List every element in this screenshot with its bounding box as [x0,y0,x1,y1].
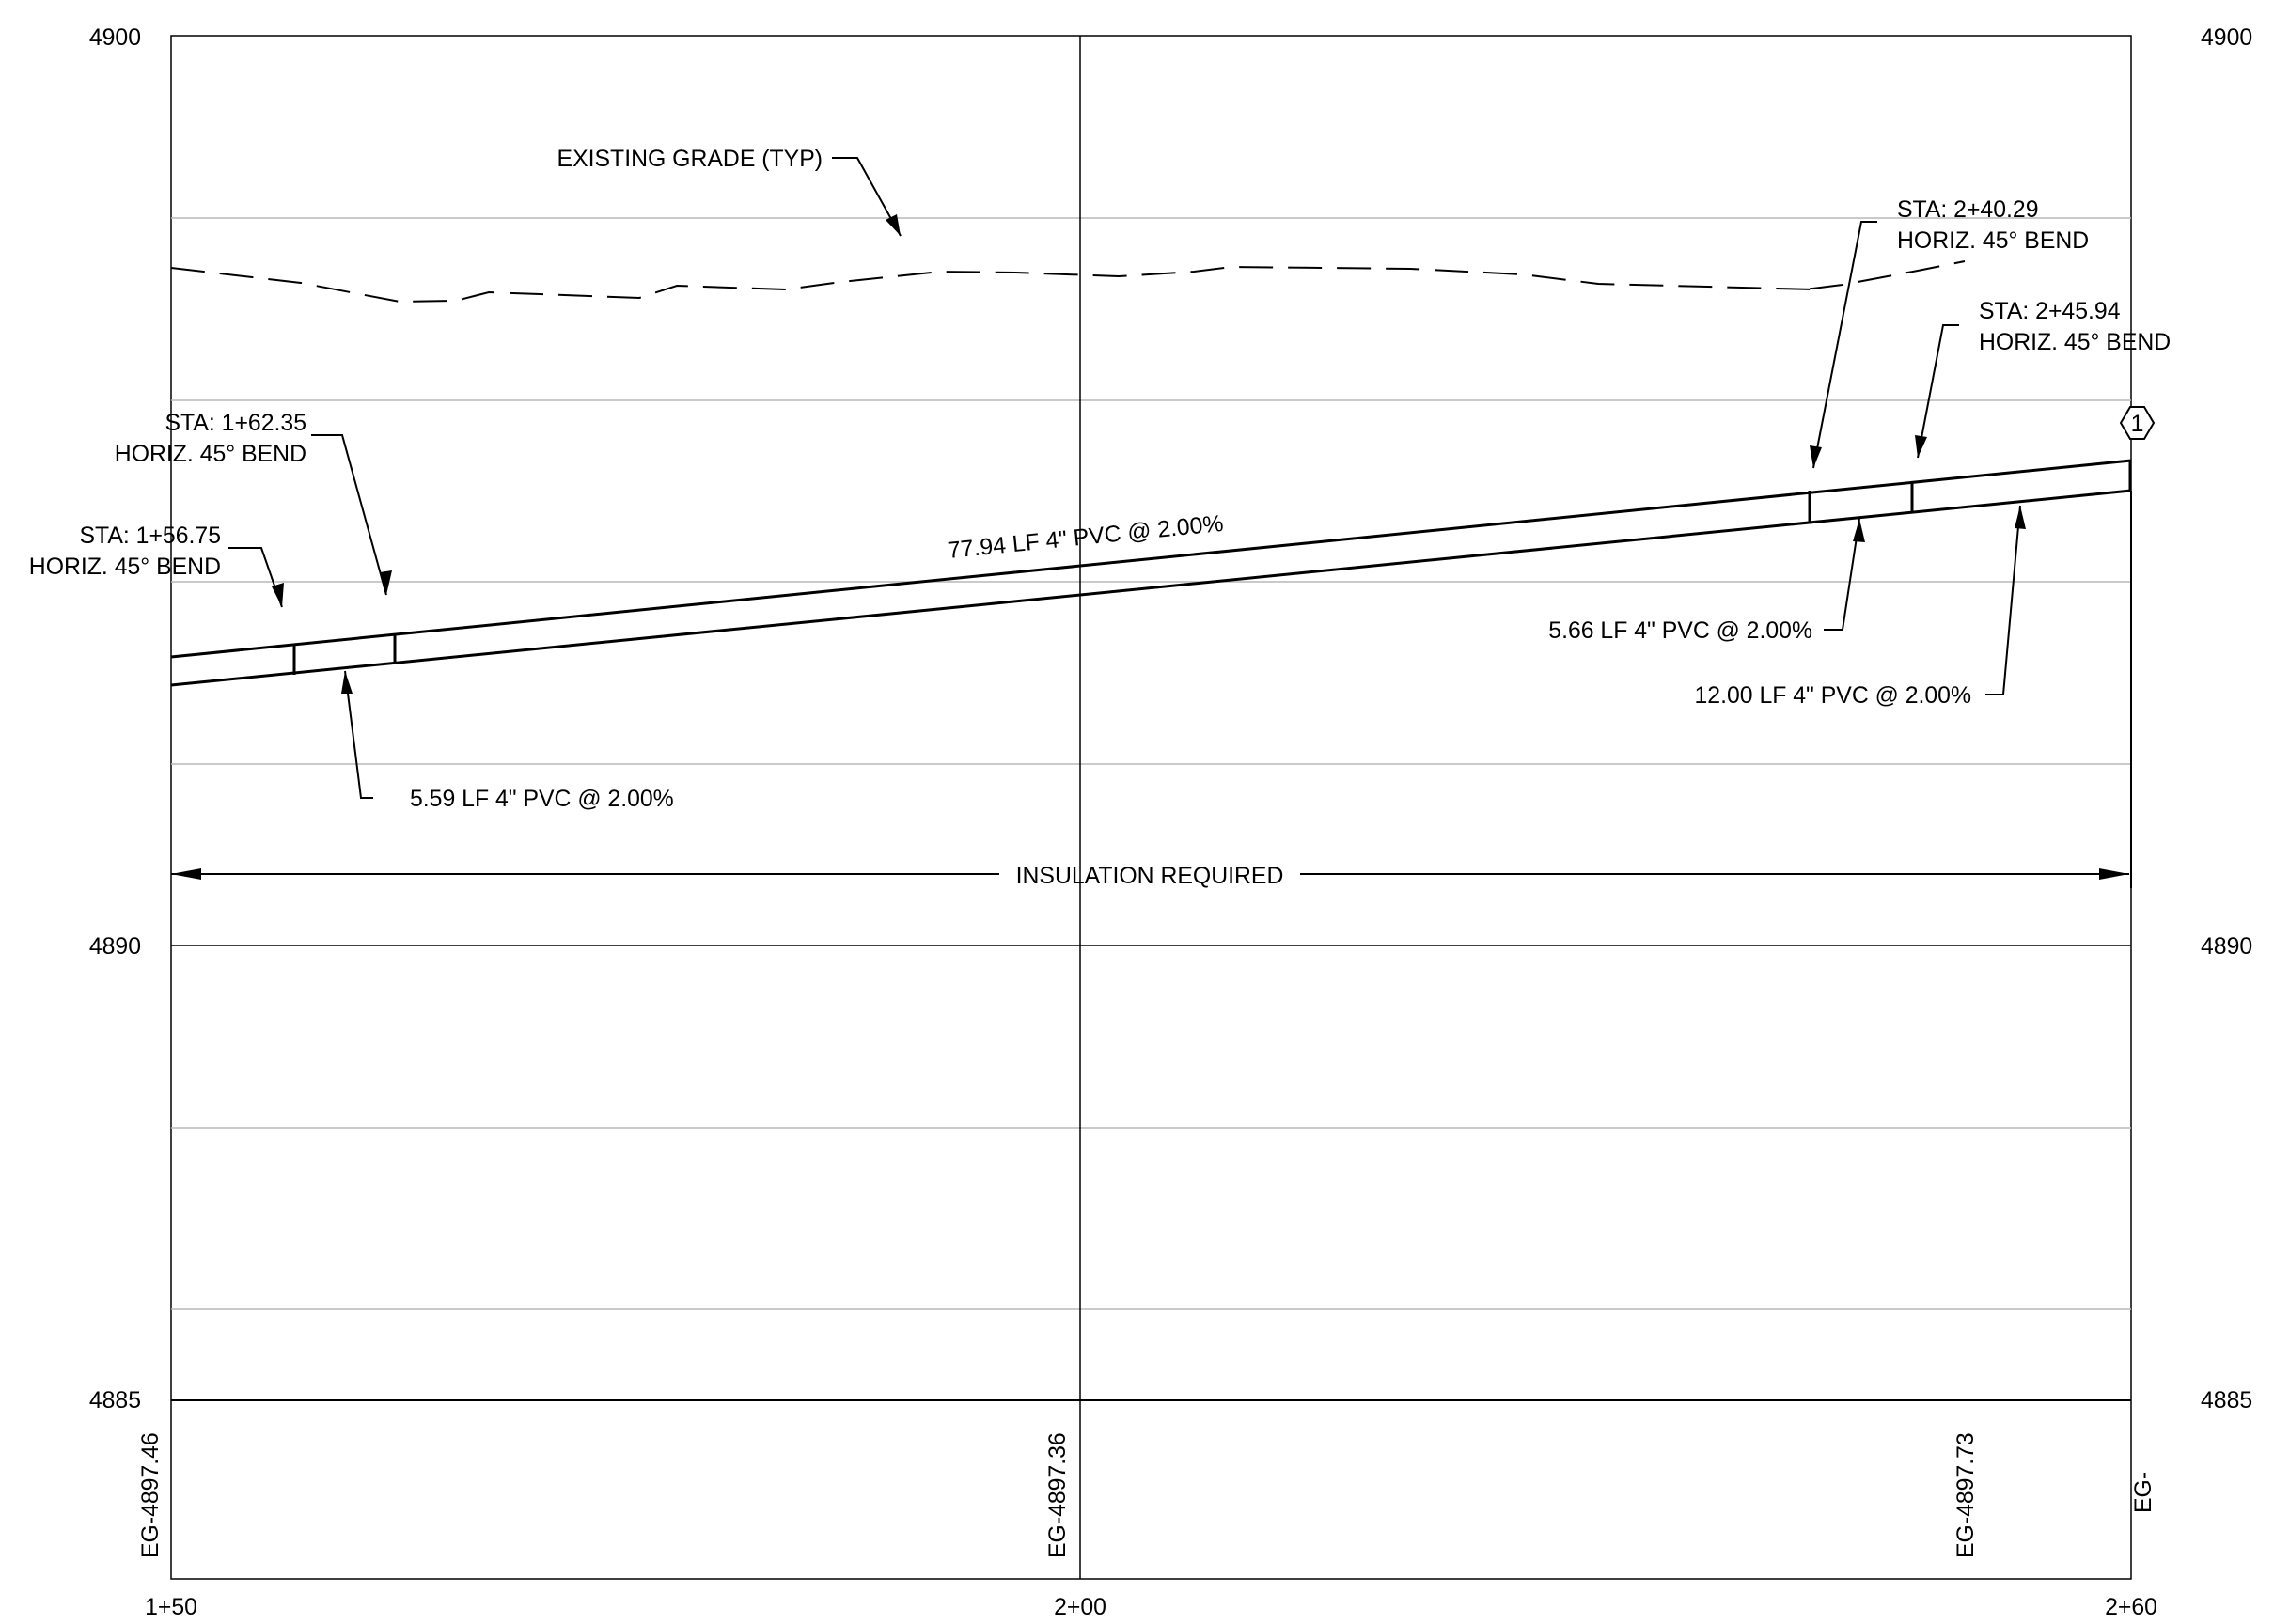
existing-grade-line [170,260,1966,304]
pipe-12-00-label: 12.00 LF 4" PVC @ 2.00% [1695,683,1972,709]
leaders [228,157,2021,799]
arrow-icon [1810,445,1822,468]
bend-2-45-sta: STA: 2+45.94 [1979,299,2121,324]
leader-bend-1-56 [228,547,283,608]
callout-hexagon: 1 [2119,406,2156,440]
arrow-icon [380,570,392,595]
bend-2-40-type: HORIZ. 45° BEND [1897,228,2089,254]
pipe-top-line [170,459,2132,659]
leader-pipe-5-66 [1824,518,1860,631]
leader-pipe-12-00 [1985,505,2021,695]
pipe-5-59-label: 5.59 LF 4" PVC @ 2.00% [410,787,674,812]
insulation-label: INSULATION REQUIRED [1016,864,1284,889]
arrow-icon [341,671,353,694]
arrow-icon [1853,519,1865,542]
eg-label-1-50: EG-4897.46 [138,1432,164,1558]
leader-bend-2-45 [1917,324,1959,459]
arrow-icon [1915,435,1927,458]
arrow-left-icon [171,868,201,880]
elev-label-4885-left: 4885 [89,1388,141,1413]
pipe-bottom-line [170,489,2132,687]
bend-1-56-sta: STA: 1+56.75 [80,523,222,549]
callout-number: 1 [2131,412,2144,437]
arrow-icon [886,214,901,236]
pipe-5-66-label: 5.66 LF 4" PVC @ 2.00% [1548,618,1812,644]
elev-label-4890-right: 4890 [2201,934,2252,960]
leader-bend-1-62 [311,434,387,596]
bend-1-62-type: HORIZ. 45° BEND [115,442,306,467]
leader-bend-2-40 [1812,221,1877,469]
arrow-icon [272,583,284,607]
station-label-1-50: 1+50 [145,1595,197,1620]
station-label-2-00: 2+00 [1054,1595,1106,1620]
elev-label-4885-right: 4885 [2201,1388,2252,1413]
leader-pipe-5-59 [344,670,373,799]
bend-2-45-type: HORIZ. 45° BEND [1979,330,2171,355]
leader-existing-grade [832,157,902,237]
leader-arrows [272,214,2026,694]
grid [170,35,2132,1580]
hexagon-icon [2119,406,2156,440]
elev-label-4900-right: 4900 [2201,25,2252,51]
insulation-dimension [171,491,2132,888]
eg-label-2-60: EG- [2131,1472,2156,1513]
bend-1-62-sta: STA: 1+62.35 [165,411,307,436]
arrow-icon [2015,506,2026,529]
existing-grade-label: EXISTING GRADE (TYP) [557,147,823,172]
eg-label-2-50: EG-4897.73 [1953,1432,1979,1558]
pipe [170,459,2132,687]
elev-label-4890-left: 4890 [89,934,141,960]
arrow-right-icon [2099,868,2129,880]
eg-label-2-00: EG-4897.36 [1045,1432,1071,1558]
bend-2-40-sta: STA: 2+40.29 [1897,197,2039,223]
bend-1-56-type: HORIZ. 45° BEND [29,554,221,580]
elev-label-4900-left: 4900 [89,25,141,51]
station-label-2-60: 2+60 [2105,1595,2157,1620]
